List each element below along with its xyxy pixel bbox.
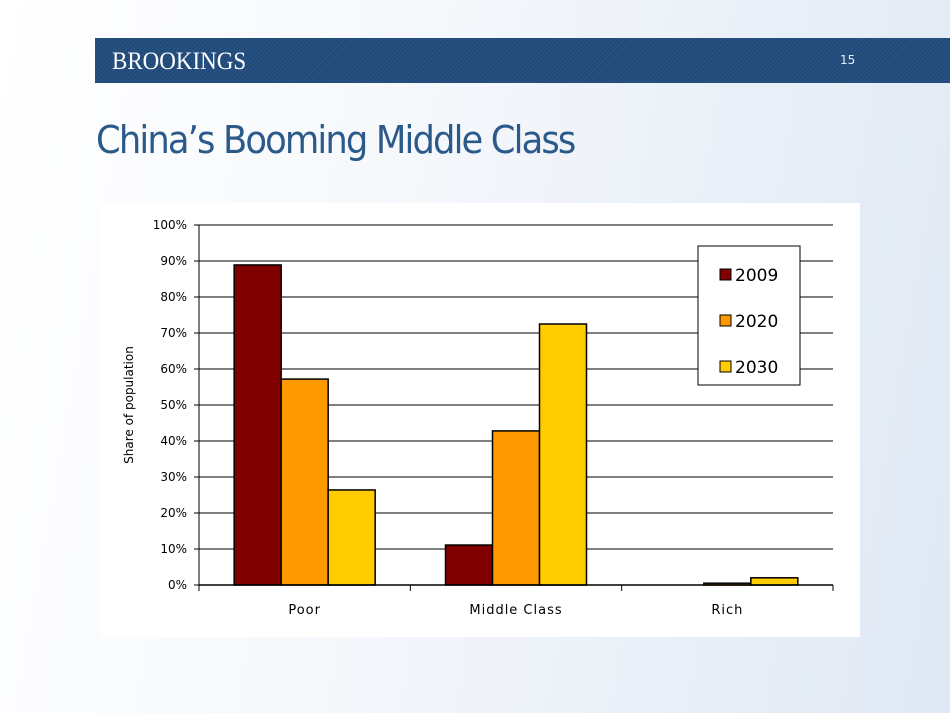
bar-chart: 0% 10% 20% 30% 40% 50% 60% 70% 80% 90% 100% Share o… (122, 218, 834, 618)
y-tick-label: 30% (160, 470, 187, 484)
legend-swatch-2030 (719, 360, 732, 373)
y-tick-label: 100% (153, 218, 187, 232)
bar-2030-rich (750, 577, 799, 586)
legend-swatch-2009 (719, 268, 732, 281)
y-tick-label: 90% (160, 254, 187, 268)
bar-2020-middle-class (491, 430, 541, 586)
legend (697, 245, 801, 386)
bar-2030-middle-class (538, 323, 588, 586)
header-banner: BROOKINGS 15 (95, 38, 950, 83)
y-tick-label: 40% (160, 434, 187, 448)
x-tick-label: Rich (711, 603, 743, 618)
y-tick-label: 0% (168, 578, 187, 592)
y-tick-label: 20% (160, 506, 187, 520)
bar-2020-poor (280, 378, 329, 586)
y-axis-label: Share of population (122, 346, 136, 464)
bar-2009-poor (233, 264, 282, 586)
slide-title: China’s Booming Middle Class (96, 118, 576, 162)
y-tick-label: 70% (160, 326, 187, 340)
legend-label-2009: 2009 (735, 266, 778, 286)
x-tick-label: Middle Class (469, 603, 562, 618)
legend-label-2030: 2030 (735, 358, 778, 378)
legend-label-2020: 2020 (735, 312, 778, 332)
legend-swatch-2020 (719, 314, 732, 327)
chart-panel: 0% 10% 20% 30% 40% 50% 60% 70% 80% 90% 100% Share o… (101, 203, 860, 637)
x-tick-label: Poor (288, 603, 321, 618)
bar-2030-poor (327, 489, 376, 586)
page-number: 15 (840, 53, 856, 67)
bar-2009-middle-class (444, 544, 494, 586)
y-tick-label: 10% (160, 542, 187, 556)
y-tick-label: 80% (160, 290, 187, 304)
y-tick-label: 50% (160, 398, 187, 412)
y-tick-label: 60% (160, 362, 187, 376)
brand-logo: BROOKINGS (112, 48, 247, 75)
